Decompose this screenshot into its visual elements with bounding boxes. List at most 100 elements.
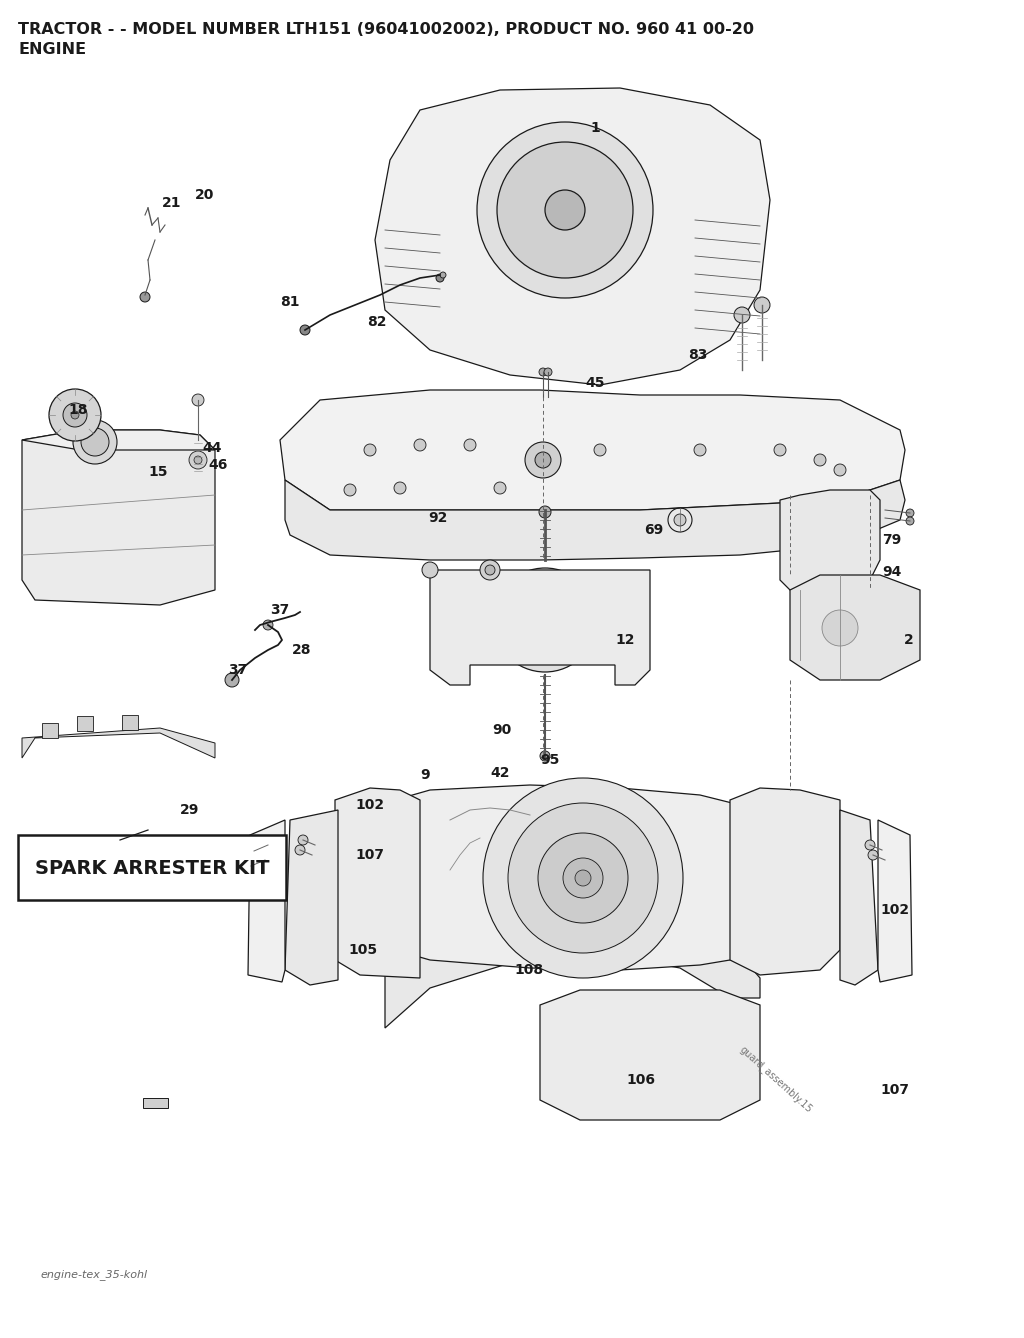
Polygon shape [780,490,880,599]
Circle shape [63,403,87,427]
Circle shape [694,444,706,456]
Text: 83: 83 [688,348,708,363]
Text: 20: 20 [195,189,214,202]
Circle shape [539,506,551,518]
Circle shape [73,420,117,464]
Polygon shape [430,570,650,685]
Polygon shape [77,716,93,731]
Circle shape [485,565,495,575]
Circle shape [483,777,683,978]
Text: 102: 102 [355,797,384,812]
Polygon shape [878,820,912,982]
Text: ENGINE: ENGINE [18,41,86,58]
Polygon shape [730,788,840,975]
Text: 102: 102 [880,903,909,917]
Polygon shape [285,809,338,985]
Circle shape [497,142,633,278]
Circle shape [193,393,204,405]
Text: 95: 95 [540,753,559,767]
Polygon shape [540,990,760,1120]
Circle shape [865,840,874,850]
Text: 45: 45 [585,376,604,389]
Polygon shape [790,575,920,680]
Polygon shape [22,429,215,450]
Text: 105: 105 [348,943,377,957]
Text: 29: 29 [180,803,200,818]
Circle shape [394,482,406,494]
Text: 94: 94 [882,565,901,579]
Circle shape [906,516,914,524]
Circle shape [494,482,506,494]
Circle shape [81,428,109,456]
Text: 107: 107 [880,1082,909,1097]
Circle shape [734,306,750,322]
Text: 46: 46 [208,458,227,472]
Circle shape [535,452,551,468]
Circle shape [594,444,606,456]
Circle shape [247,862,255,870]
Polygon shape [22,429,215,605]
Text: guard_assembly.15: guard_assembly.15 [738,1044,815,1115]
Circle shape [507,582,583,658]
Circle shape [464,439,476,451]
Text: 9: 9 [420,768,430,781]
Text: 12: 12 [615,633,635,648]
Circle shape [298,835,308,846]
Circle shape [529,603,561,636]
Text: 106: 106 [626,1073,655,1086]
Circle shape [300,325,310,334]
Text: 90: 90 [492,723,511,737]
FancyBboxPatch shape [18,835,286,900]
Text: 18: 18 [68,403,87,417]
Circle shape [422,562,438,578]
Circle shape [344,484,356,496]
Circle shape [140,292,150,302]
Text: 82: 82 [367,314,386,329]
Polygon shape [22,728,215,759]
Text: TRACTOR - - MODEL NUMBER LTH151 (96041002002), PRODUCT NO. 960 41 00-20: TRACTOR - - MODEL NUMBER LTH151 (9604100… [18,21,754,37]
Circle shape [225,673,239,686]
Polygon shape [385,909,760,1028]
Polygon shape [375,88,770,385]
Polygon shape [280,389,905,510]
Text: 79: 79 [882,533,901,547]
Text: 42: 42 [490,765,510,780]
Polygon shape [42,723,58,739]
Text: 69: 69 [644,523,664,537]
Text: 44: 44 [202,442,221,455]
Circle shape [539,368,547,376]
Circle shape [250,847,258,855]
Text: 92: 92 [428,511,447,524]
Circle shape [49,389,101,442]
Polygon shape [143,1098,168,1108]
Text: 107: 107 [355,848,384,862]
Circle shape [525,442,561,478]
Text: 2: 2 [904,633,913,648]
Text: 81: 81 [280,294,299,309]
Circle shape [538,834,628,923]
Circle shape [575,870,591,886]
Circle shape [539,614,551,626]
Text: 15: 15 [148,466,168,479]
Circle shape [674,514,686,526]
Circle shape [868,850,878,860]
Polygon shape [340,785,820,970]
Circle shape [480,561,500,579]
Circle shape [263,619,273,630]
Circle shape [814,454,826,466]
Circle shape [364,444,376,456]
Text: 37: 37 [228,664,247,677]
Text: 1: 1 [590,120,600,135]
Text: 108: 108 [514,963,543,977]
Text: 21: 21 [162,195,181,210]
Text: SPARK ARRESTER KIT: SPARK ARRESTER KIT [35,859,269,878]
Circle shape [822,610,858,646]
Circle shape [493,569,597,672]
Polygon shape [335,788,420,978]
Circle shape [563,858,603,898]
Circle shape [71,411,79,419]
Text: 28: 28 [292,644,311,657]
Polygon shape [285,480,905,561]
Polygon shape [122,714,138,731]
Circle shape [477,122,653,298]
